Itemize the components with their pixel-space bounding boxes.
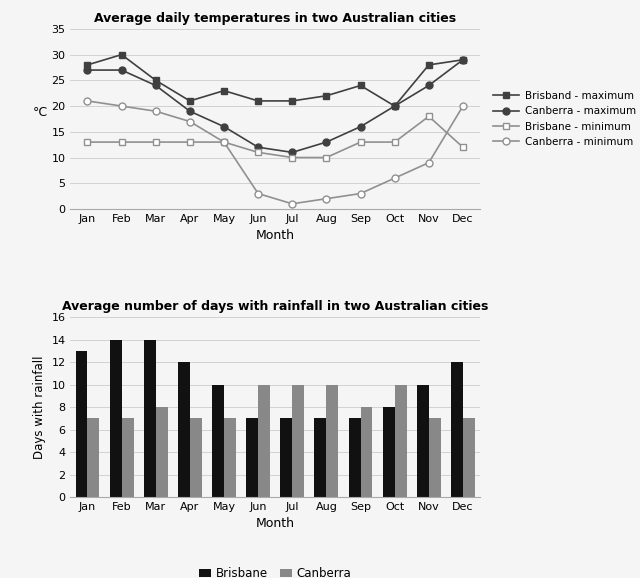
Bar [109, 339, 122, 497]
Bar [463, 418, 475, 497]
Legend: Brisbane, Canberra: Brisbane, Canberra [195, 562, 356, 578]
Brisbane - minimum [220, 139, 228, 146]
Canberra - maximum [459, 56, 467, 63]
Line: Canberra - maximum: Canberra - maximum [84, 56, 467, 156]
Canberra - maximum [84, 66, 92, 73]
Brisband - maximum [186, 98, 194, 105]
Line: Canberra - minimum: Canberra - minimum [84, 98, 467, 208]
Canberra - minimum [84, 98, 92, 105]
Canberra - minimum [459, 103, 467, 110]
Brisbane - minimum [459, 144, 467, 151]
Canberra - minimum [186, 118, 194, 125]
Brisbane - minimum [289, 154, 296, 161]
Bar [76, 351, 88, 497]
Canberra - maximum [118, 66, 125, 73]
Brisbane - minimum [391, 139, 399, 146]
Bar [280, 418, 292, 497]
Bar [122, 418, 134, 497]
Brisbane - minimum [84, 139, 92, 146]
Y-axis label: Days with rainfall: Days with rainfall [33, 355, 46, 459]
Brisbane - minimum [118, 139, 125, 146]
Canberra - maximum [254, 144, 262, 151]
Brisband - maximum [391, 103, 399, 110]
Canberra - maximum [391, 103, 399, 110]
Bar [314, 418, 326, 497]
Canberra - maximum [425, 82, 433, 89]
Bar [429, 418, 441, 497]
X-axis label: Month: Month [256, 517, 294, 531]
Brisband - maximum [118, 51, 125, 58]
Bar [360, 407, 372, 497]
X-axis label: Month: Month [256, 229, 294, 242]
Canberra - minimum [289, 201, 296, 208]
Bar [144, 339, 156, 497]
Bar [349, 418, 360, 497]
Bar [224, 418, 236, 497]
Canberra - maximum [289, 149, 296, 156]
Canberra - maximum [152, 82, 159, 89]
Brisband - maximum [425, 61, 433, 68]
Line: Brisband - maximum: Brisband - maximum [84, 51, 467, 110]
Bar [156, 407, 168, 497]
Brisbane - minimum [186, 139, 194, 146]
Bar [178, 362, 190, 497]
Canberra - maximum [323, 139, 330, 146]
Brisband - maximum [459, 56, 467, 63]
Y-axis label: °C: °C [33, 106, 48, 119]
Canberra - maximum [356, 123, 364, 130]
Canberra - minimum [391, 175, 399, 181]
Canberra - minimum [254, 190, 262, 197]
Canberra - maximum [220, 123, 228, 130]
Brisband - maximum [220, 87, 228, 94]
Bar [451, 362, 463, 497]
Canberra - minimum [425, 159, 433, 166]
Brisbane - minimum [254, 149, 262, 156]
Brisband - maximum [254, 98, 262, 105]
Bar [383, 407, 395, 497]
Brisband - maximum [84, 61, 92, 68]
Bar [212, 384, 224, 497]
Brisband - maximum [323, 92, 330, 99]
Canberra - minimum [118, 103, 125, 110]
Bar [292, 384, 304, 497]
Brisbane - minimum [425, 113, 433, 120]
Canberra - minimum [152, 108, 159, 114]
Bar [258, 384, 270, 497]
Bar [417, 384, 429, 497]
Brisband - maximum [289, 98, 296, 105]
Bar [88, 418, 99, 497]
Title: Average number of days with rainfall in two Australian cities: Average number of days with rainfall in … [62, 300, 488, 313]
Title: Average daily temperatures in two Australian cities: Average daily temperatures in two Austra… [94, 12, 456, 25]
Brisbane - minimum [323, 154, 330, 161]
Brisbane - minimum [152, 139, 159, 146]
Canberra - minimum [220, 139, 228, 146]
Brisband - maximum [152, 77, 159, 84]
Brisband - maximum [356, 82, 364, 89]
Canberra - minimum [323, 195, 330, 202]
Canberra - maximum [186, 108, 194, 114]
Legend: Brisband - maximum, Canberra - maximum, Brisbane - minimum, Canberra - minimum: Brisband - maximum, Canberra - maximum, … [493, 91, 636, 147]
Brisbane - minimum [356, 139, 364, 146]
Canberra - minimum [356, 190, 364, 197]
Line: Brisbane - minimum: Brisbane - minimum [84, 113, 467, 161]
Bar [395, 384, 406, 497]
Bar [326, 384, 339, 497]
Bar [190, 418, 202, 497]
Bar [246, 418, 258, 497]
